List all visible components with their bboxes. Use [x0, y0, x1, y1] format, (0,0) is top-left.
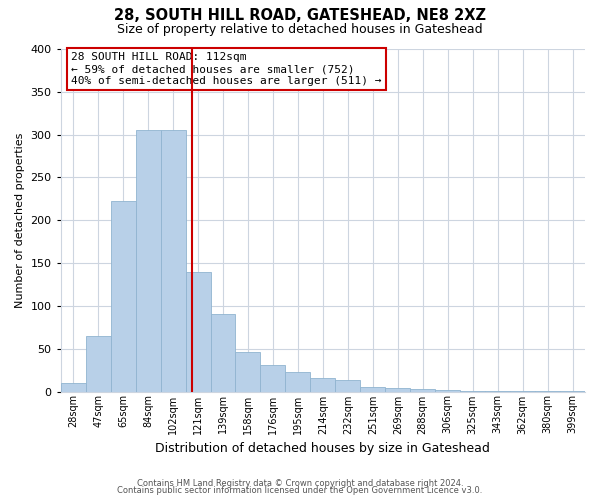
Text: 28 SOUTH HILL ROAD: 112sqm
← 59% of detached houses are smaller (752)
40% of sem: 28 SOUTH HILL ROAD: 112sqm ← 59% of deta…: [71, 52, 382, 86]
Bar: [485, 390, 510, 392]
Bar: [286, 372, 310, 392]
Text: Contains HM Land Registry data © Crown copyright and database right 2024.: Contains HM Land Registry data © Crown c…: [137, 478, 463, 488]
Bar: [310, 378, 335, 392]
X-axis label: Distribution of detached houses by size in Gateshead: Distribution of detached houses by size …: [155, 442, 490, 455]
Bar: [460, 390, 485, 392]
Y-axis label: Number of detached properties: Number of detached properties: [15, 132, 25, 308]
Bar: [435, 390, 460, 392]
Bar: [110, 202, 136, 392]
Text: 28, SOUTH HILL ROAD, GATESHEAD, NE8 2XZ: 28, SOUTH HILL ROAD, GATESHEAD, NE8 2XZ: [114, 8, 486, 22]
Bar: [335, 380, 361, 392]
Bar: [361, 387, 385, 392]
Text: Contains public sector information licensed under the Open Government Licence v3: Contains public sector information licen…: [118, 486, 482, 495]
Bar: [385, 388, 410, 392]
Bar: [61, 383, 86, 392]
Text: Size of property relative to detached houses in Gateshead: Size of property relative to detached ho…: [117, 22, 483, 36]
Bar: [535, 390, 560, 392]
Bar: [235, 352, 260, 392]
Bar: [136, 130, 161, 392]
Bar: [410, 389, 435, 392]
Bar: [560, 390, 585, 392]
Bar: [510, 390, 535, 392]
Bar: [211, 314, 235, 392]
Bar: [86, 336, 110, 392]
Bar: [185, 272, 211, 392]
Bar: [260, 365, 286, 392]
Bar: [161, 130, 185, 392]
